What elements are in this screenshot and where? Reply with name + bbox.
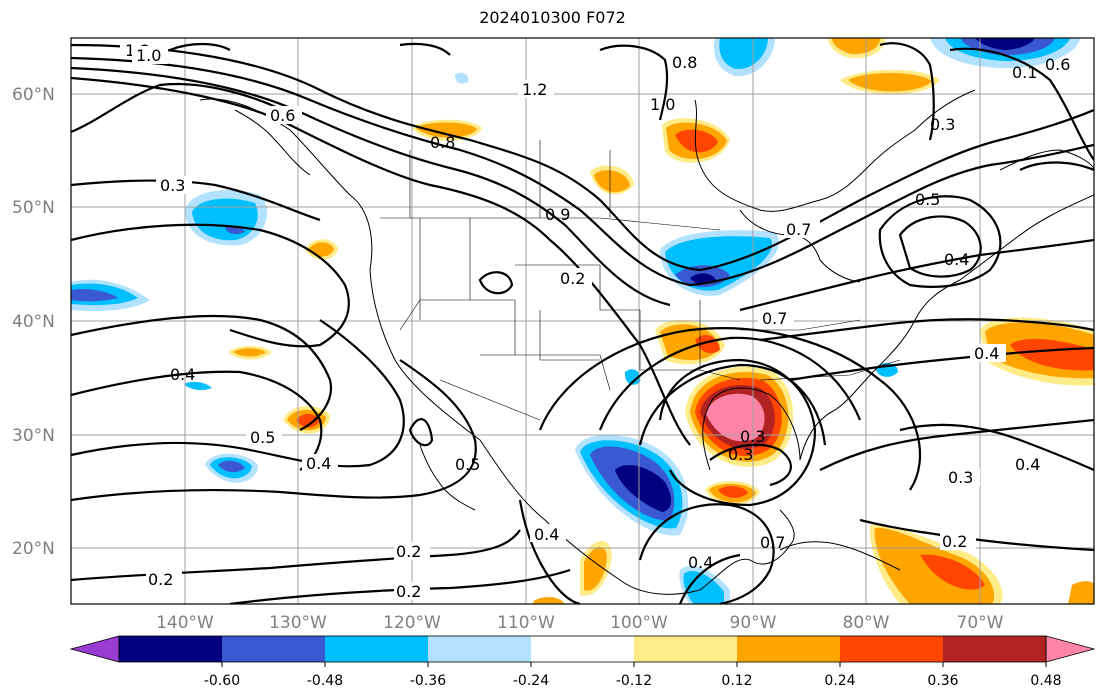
colorbar-extend-high: [1045, 635, 1096, 663]
contour-label: 1.0: [136, 46, 161, 65]
colorbar: -0.60 -0.48 -0.36 -0.24 -0.12 0.12 0.24 0.36 0.4…: [69, 635, 1096, 689]
contour-label: 0.2: [396, 542, 421, 561]
contour-label: 0.5: [250, 428, 275, 447]
contour-label: 0.4: [1015, 455, 1040, 474]
contour-label: 0.7: [786, 220, 811, 239]
lat-label: 30°N: [12, 426, 55, 446]
colorbar-tick-label: -0.60: [204, 673, 240, 689]
colorbar-segment: [634, 636, 738, 662]
latitude-labels: 60°N 50°N 40°N 30°N 20°N: [12, 85, 55, 559]
contour-label: 0.2: [560, 269, 585, 288]
colorbar-segment: [325, 636, 429, 662]
plot-frame: [70, 37, 1095, 605]
lat-label: 60°N: [12, 85, 55, 105]
contour-label: 0.4: [170, 365, 195, 384]
contour-label: 0.9: [545, 205, 570, 224]
contour-label: 0.3: [740, 427, 765, 446]
colorbar-segment: [737, 636, 841, 662]
contour-label: 0.4: [306, 454, 331, 473]
lat-label: 50°N: [12, 198, 55, 218]
lon-label: 120°W: [383, 613, 441, 633]
contour-label: 0.8: [672, 53, 697, 72]
colorbar-segment: [222, 636, 326, 662]
political-borders: [380, 140, 901, 421]
contour-label: 1.2: [522, 80, 547, 99]
colorbar-tick-label: 0.48: [1030, 673, 1061, 689]
contour-label: 0.5: [915, 190, 940, 209]
contour-label: 0.6: [1045, 55, 1070, 74]
colorbar-tick-label: -0.12: [616, 673, 652, 689]
colorbar-tick-label: 0.36: [927, 673, 958, 689]
contour-label: 0.3: [728, 445, 753, 464]
contour-label: 0.4: [974, 344, 999, 363]
colorbar-outline: [118, 635, 1047, 663]
lat-label: 20°N: [12, 539, 55, 559]
contour-label: 0.2: [148, 570, 173, 589]
map-title: 2024010300 F072: [479, 8, 626, 27]
contours: [71, 42, 1094, 604]
plot-content: 1.2 1.0 0.8 1.2 0.6 0.8 0.3 0.9 0.2 0.7 …: [71, 38, 1094, 604]
contour-label: 0.7: [760, 533, 785, 552]
contour-label: 0.4: [944, 250, 969, 269]
lon-label: 80°W: [843, 613, 890, 633]
contour-label: 0.7: [762, 309, 787, 328]
lon-label: 140°W: [156, 613, 214, 633]
contour-label: 0.3: [948, 468, 973, 487]
colorbar-tick-label: 0.12: [721, 673, 752, 689]
lon-label: 90°W: [730, 613, 777, 633]
colorbar-segment: [840, 636, 944, 662]
lon-label: 70°W: [957, 613, 1004, 633]
contour-label: 0.5: [455, 455, 480, 474]
colorbar-segment: [943, 636, 1047, 662]
colorbar-extend-low: [69, 635, 120, 663]
colorbar-tick-label: -0.24: [513, 673, 549, 689]
colorbar-tick-label: -0.36: [410, 673, 446, 689]
colorbar-segment: [531, 636, 635, 662]
contour-label: 0.4: [534, 525, 559, 544]
contour-label: 1.0: [650, 95, 675, 114]
colorbar-segment: [119, 636, 223, 662]
contour-label: 0.8: [430, 133, 455, 152]
contour-label: 0.4: [688, 553, 713, 572]
lon-label: 130°W: [269, 613, 327, 633]
lat-label: 40°N: [12, 312, 55, 332]
longitude-labels: 140°W 130°W 120°W 110°W 100°W 90°W 80°W …: [156, 613, 1004, 633]
colorbar-segment: [428, 636, 532, 662]
contour-label: 0.3: [930, 115, 955, 134]
contour-labels: 1.2 1.0 0.8 1.2 0.6 0.8 0.3 0.9 0.2 0.7 …: [120, 41, 1070, 601]
contour-label: 0.2: [396, 582, 421, 601]
contour-label: 0.1: [1012, 63, 1037, 82]
contour-label: 0.2: [942, 532, 967, 551]
contour-label: 0.6: [270, 106, 295, 125]
contour-label: 0.3: [160, 176, 185, 195]
colorbar-tick-label: -0.48: [307, 673, 343, 689]
lon-label: 110°W: [497, 613, 555, 633]
lon-label: 100°W: [610, 613, 668, 633]
colorbar-tick-label: 0.24: [824, 673, 855, 689]
